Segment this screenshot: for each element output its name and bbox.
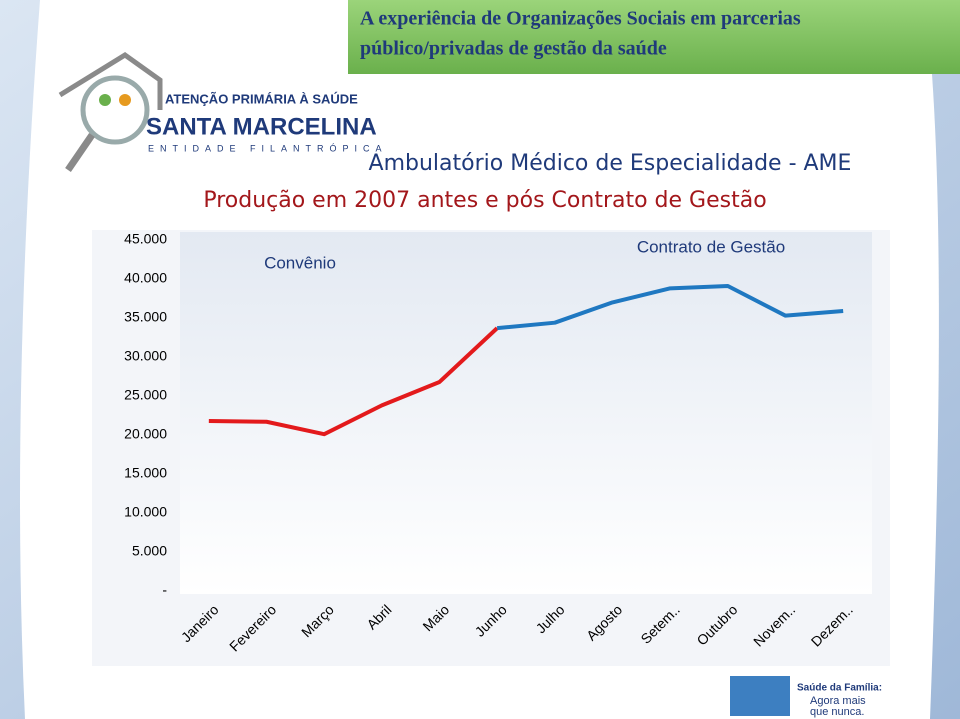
plot-area (180, 232, 872, 594)
footer-text: Agora mais (810, 695, 866, 707)
y-tick-label: 5.000 (132, 543, 167, 559)
y-tick-label: 20.000 (124, 426, 167, 442)
chart-subtitle: Produção em 2007 antes e pós Contrato de… (203, 188, 766, 213)
chart-title: Ambulatório Médico de Especialidade - AM… (369, 151, 852, 176)
footer-text: que nunca. (810, 706, 864, 718)
logo-text: ENTIDADE FILANTRÓPICA (148, 143, 388, 153)
y-tick-label: 40.000 (124, 270, 167, 286)
y-tick-label: 15.000 (124, 465, 167, 481)
y-tick-label: 25.000 (124, 387, 167, 403)
line-series (496, 284, 844, 331)
y-tick-label: 45.000 (124, 231, 167, 247)
logo-text: ATENÇÃO PRIMÁRIA À SAÚDE (165, 91, 358, 106)
logo-text: SANTA MARCELINA (146, 113, 377, 140)
series-annotation: Convênio (264, 253, 336, 272)
y-tick-label: 10.000 (124, 504, 167, 520)
header-box (348, 0, 960, 74)
y-tick-label: 30.000 (124, 348, 167, 364)
y-tick-label: - (162, 582, 167, 598)
y-tick-label: 35.000 (124, 309, 167, 325)
footer-text: Saúde da Família: (797, 683, 882, 694)
header-title: A experiência de Organizações Sociais em… (360, 8, 801, 30)
logo: ATENÇÃO PRIMÁRIA À SAÚDE SANTA MARCELINA… (58, 52, 388, 172)
header-title: público/privadas de gestão da saúde (360, 38, 667, 60)
series-annotation: Contrato de Gestão (637, 237, 785, 256)
line-series (208, 326, 499, 437)
footer-logo: Saúde da Família: Agora mais que nunca. (730, 676, 882, 718)
